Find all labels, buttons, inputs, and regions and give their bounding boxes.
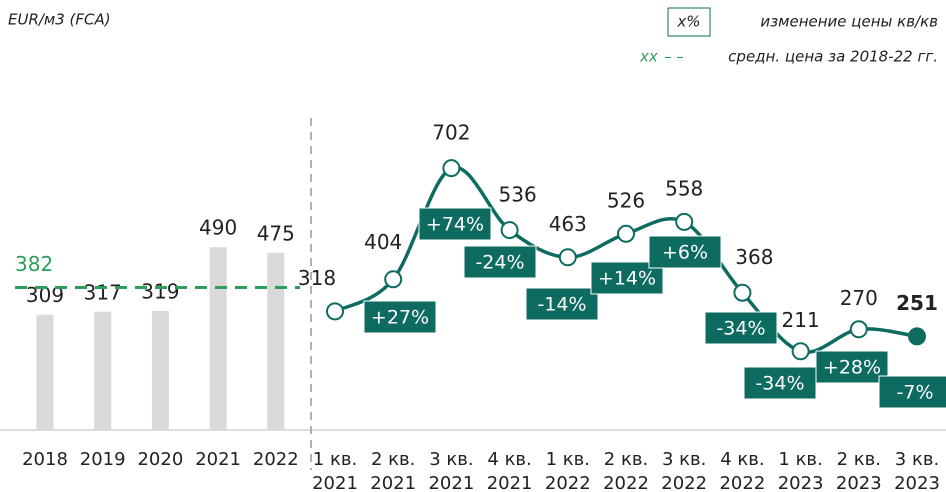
- x-tick-label: 3 кв.: [429, 449, 473, 470]
- value-label: 317: [84, 280, 122, 304]
- x-tick-label: 2021: [370, 473, 416, 492]
- point: [558, 248, 577, 267]
- legend-avg-text: средн. цена за 2018-22 гг.: [728, 48, 938, 66]
- x-tick-label: 1 кв.: [778, 449, 822, 470]
- x-tick-label: 2021: [312, 473, 358, 492]
- x-tick-label: 2 кв.: [837, 449, 881, 470]
- value-label: 251: [896, 291, 938, 315]
- x-tick-label: 4 кв.: [720, 449, 764, 470]
- change-box: [363, 300, 437, 334]
- value-label: 211: [782, 308, 820, 332]
- change-box: [704, 311, 778, 345]
- value-label: 404: [364, 230, 402, 254]
- value-label: 318: [298, 266, 336, 290]
- change-label: +28%: [823, 357, 881, 379]
- point: [384, 270, 403, 289]
- change-box: [525, 287, 599, 321]
- change-box: [743, 366, 817, 400]
- point: [849, 320, 868, 339]
- x-tick-label: 2022: [661, 473, 707, 492]
- change-label: -14%: [537, 294, 586, 316]
- legend-box: [667, 7, 711, 37]
- x-tick-label: 2022: [253, 449, 299, 470]
- bar: [267, 252, 285, 430]
- bar: [209, 247, 227, 430]
- legend-avg-marker: xx: [639, 48, 658, 66]
- x-tick-label: 2021: [487, 473, 533, 492]
- x-tick-label: 2023: [894, 473, 940, 492]
- point: [908, 327, 926, 346]
- value-label: 526: [607, 188, 645, 212]
- x-tick-label: 4 кв.: [487, 449, 531, 470]
- x-tick-label: 2018: [22, 449, 68, 470]
- bar: [94, 311, 112, 430]
- change-label: -24%: [475, 252, 524, 274]
- value-label: 490: [199, 216, 237, 240]
- x-tick-label: 2020: [137, 449, 183, 470]
- x-tick-label: 2022: [545, 473, 591, 492]
- point: [442, 159, 461, 178]
- change-label: +74%: [426, 214, 484, 236]
- change-label: -34%: [716, 318, 765, 340]
- legend-box-text: x%: [676, 13, 700, 31]
- change-box: [648, 235, 722, 269]
- change-label: +27%: [371, 307, 429, 329]
- x-tick-label: 1 кв.: [313, 449, 357, 470]
- point: [500, 221, 519, 240]
- x-tick-label: 2019: [80, 449, 126, 470]
- change-label: -34%: [755, 373, 804, 395]
- point: [617, 224, 635, 243]
- value-label: 319: [141, 280, 179, 304]
- legend-avg-dash: – –: [664, 48, 684, 66]
- x-tick-label: 3 кв.: [662, 449, 706, 470]
- bar: [151, 311, 169, 430]
- value-label: 558: [665, 176, 703, 200]
- x-tick-label: 2023: [836, 473, 882, 492]
- value-label: 536: [499, 183, 537, 207]
- average-label: 382: [15, 252, 53, 276]
- value-label: 702: [432, 121, 470, 145]
- units: EUR/м3 (FCA): [8, 11, 111, 29]
- bar: [36, 314, 54, 430]
- value-label: 475: [257, 221, 295, 245]
- change-box: [418, 207, 492, 241]
- x-tick-label: 2021: [428, 473, 474, 492]
- x-tick-label: 2 кв.: [371, 449, 415, 470]
- point: [733, 283, 752, 302]
- change-label: -7%: [897, 382, 934, 404]
- value-label: 368: [735, 245, 773, 269]
- value-label: 270: [840, 286, 878, 310]
- value-label: 463: [549, 212, 587, 236]
- point: [326, 302, 344, 321]
- x-tick-label: 2022: [719, 473, 765, 492]
- change-box: [463, 245, 537, 279]
- x-tick-label: 2021: [195, 449, 241, 470]
- x-tick-label: 2023: [778, 473, 824, 492]
- legend-change-text: изменение цены кв/кв: [760, 13, 938, 31]
- x-tick-label: 1 кв.: [546, 449, 590, 470]
- point: [791, 342, 810, 361]
- change-box: [878, 375, 946, 409]
- x-tick-label: 2022: [603, 473, 649, 492]
- change-label: +14%: [598, 268, 656, 290]
- change-box: [815, 350, 889, 384]
- point: [675, 212, 694, 231]
- change-label: +6%: [662, 242, 708, 264]
- x-tick-label: 3 кв.: [895, 449, 939, 470]
- x-tick-label: 2 кв.: [604, 449, 648, 470]
